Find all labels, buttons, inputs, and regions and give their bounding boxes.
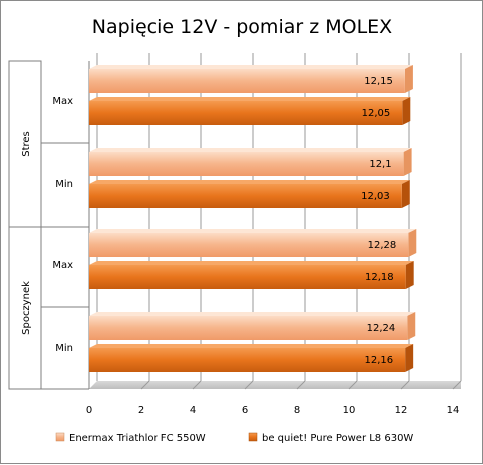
gridline-floor-2: [140, 380, 150, 390]
group-label-spoczynek: Spoczynek: [21, 281, 32, 335]
data-label-bequiet-stres-max: 12,05: [362, 108, 391, 119]
legend-label-enermax: Enermax Triathlor FC 550W: [69, 433, 206, 444]
x-tick-2: 2: [138, 405, 144, 416]
x-tick-6: 6: [242, 405, 248, 416]
chart-title: Napięcie 12V - pomiar z MOLEX: [92, 16, 392, 38]
data-label-bequiet-spoczynek-min: 12,16: [365, 355, 394, 366]
legend-label-bequiet: be quiet! Pure Power L8 630W: [262, 433, 413, 444]
gridline-floor-6: [244, 380, 254, 390]
data-label-enermax-spoczynek-max: 12,28: [368, 240, 397, 251]
legend-swatch-enermax: [55, 432, 65, 442]
gridline-floor-8: [296, 380, 306, 390]
x-tick-labels: 0 2 4 6 8 10 12 14: [86, 405, 460, 416]
data-label-enermax-stres-max: 12,15: [364, 76, 393, 87]
data-label-enermax-spoczynek-min: 12,24: [367, 323, 396, 334]
gridline-floor-12: [400, 380, 410, 390]
x-tick-0: 0: [86, 405, 92, 416]
bar-enermax-spoczynek-max: [89, 229, 417, 257]
gridline-floor-14: [452, 380, 462, 390]
legend-swatch-bequiet: [248, 432, 258, 442]
data-label-bequiet-stres-min: 12,03: [361, 191, 390, 202]
bar-enermax-spoczynek-min: [89, 312, 416, 340]
x-tick-10: 10: [343, 405, 356, 416]
category-label-spoczynek-max: Max: [52, 260, 73, 271]
bar-enermax-stres-min: [89, 148, 412, 176]
gridline-floor-10: [348, 380, 358, 390]
category-label-stres-max: Max: [52, 96, 73, 107]
bar-enermax-stres-max: [89, 65, 413, 93]
bar-bequiet-stres-max: [89, 97, 411, 125]
gridline-floor-4: [192, 380, 202, 390]
x-tick-14: 14: [447, 405, 460, 416]
group-label-stres: Stres: [21, 131, 32, 157]
data-label-bequiet-spoczynek-max: 12,18: [365, 272, 394, 283]
bars: 12,15 12,1 12,28 12,24 12,05 12,03 12,18 12,16: [89, 65, 417, 372]
x-tick-4: 4: [190, 405, 196, 416]
plot-floor: [89, 381, 461, 389]
bar-bequiet-spoczynek-min: [89, 344, 414, 372]
bar-bequiet-spoczynek-max: [89, 261, 414, 289]
category-label-stres-min: Min: [55, 179, 73, 190]
x-tick-12: 12: [395, 405, 408, 416]
data-label-enermax-stres-min: 12,1: [369, 159, 391, 170]
group-box-spoczynek: [8, 226, 42, 390]
bar-bequiet-stres-min: [89, 180, 410, 208]
category-label-spoczynek-min: Min: [55, 343, 73, 354]
x-tick-8: 8: [294, 405, 300, 416]
